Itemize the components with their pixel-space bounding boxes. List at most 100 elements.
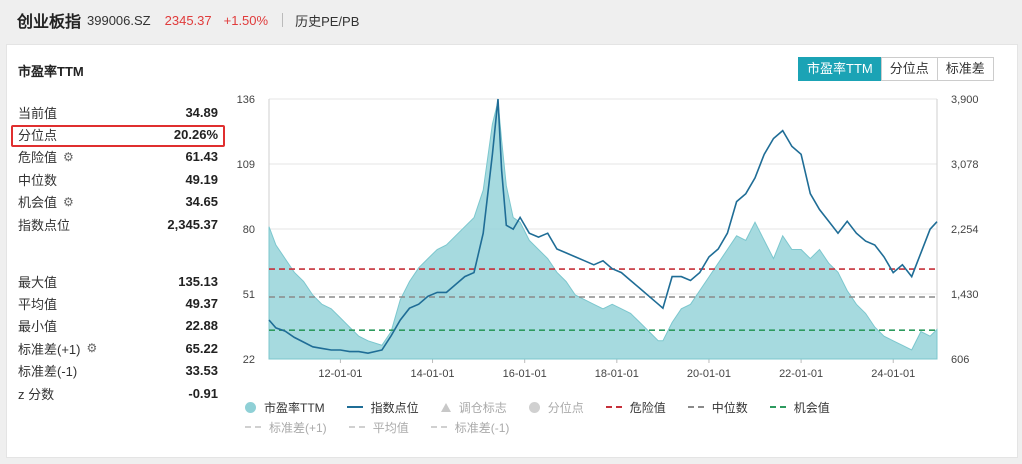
legend-label: 市盈率TTM <box>264 400 325 415</box>
stat-row: 机会值 ⚙ 34.65 <box>18 191 218 213</box>
pe-ttm-area <box>268 101 938 360</box>
gear-icon[interactable]: ⚙ <box>63 194 74 209</box>
y-right-tick-label: 1,430 <box>951 289 979 301</box>
stat-label: 平均值 <box>18 297 58 313</box>
stat-label: 最大值 <box>18 274 58 290</box>
stat-row: 当前值 34.89 <box>18 101 218 123</box>
tab-stddev[interactable]: 标准差 <box>936 57 994 81</box>
legend-item[interactable]: 分位点 <box>528 399 584 416</box>
y-right-tick-label: 2,254 <box>951 224 979 236</box>
stat-row: 最大值 135.13 <box>18 270 218 292</box>
header-bar: 创业板指 399006.SZ 2345.37 +1.50% 历史PE/PB <box>0 0 1022 40</box>
stat-value: 61.43 <box>185 149 218 165</box>
y-right-tick-label: 3,078 <box>951 159 979 171</box>
stat-row: 最小值 22.88 <box>18 315 218 337</box>
x-tick-label: 16-01-01 <box>503 368 547 380</box>
legend-label: 标准差(+1) <box>269 420 327 435</box>
stat-label: 机会值 <box>18 195 58 211</box>
stat-value: 135.13 <box>178 273 218 289</box>
legend-label: 指数点位 <box>370 400 419 415</box>
stat-label: 中位数 <box>18 172 58 188</box>
valuation-card: 市盈率TTM 市盈率TTM 分位点 标准差 当前值 34.89 分位点 20.2… <box>6 44 1018 458</box>
legend-item[interactable]: 指数点位 <box>346 399 419 416</box>
legend-swatch-dot <box>528 401 540 413</box>
legend-item[interactable]: 市盈率TTM <box>245 399 325 416</box>
stat-value: 49.37 <box>185 296 218 312</box>
gear-icon[interactable]: ⚙ <box>86 341 98 356</box>
stat-label: 当前值 <box>18 105 58 121</box>
legend-swatch-dash <box>245 426 261 428</box>
valuation-chart[interactable]: 136 3,900 109 3,078 80 2,254 51 1,430 22 606 12-01… <box>229 91 1009 391</box>
stat-label-wrap: 危险值 ⚙ <box>18 147 74 166</box>
stat-row: 分位点 20.26% <box>18 123 218 145</box>
index-level-line <box>268 98 938 355</box>
x-tick-label: 20-01-01 <box>687 368 731 380</box>
legend-label: 分位点 <box>547 400 584 415</box>
legend-swatch-dash <box>430 426 447 428</box>
stat-label: 标准差(-1) <box>18 364 78 380</box>
stat-row: 标准差(-1) 33.53 <box>18 360 218 382</box>
legend-swatch-dash <box>687 406 704 408</box>
legend-label: 危险值 <box>629 400 666 415</box>
legend-swatch-dot <box>245 401 256 413</box>
stat-row: z 分数 -0.91 <box>18 382 218 404</box>
stat-value: 33.53 <box>185 363 218 379</box>
card-title: 市盈率TTM <box>18 64 84 79</box>
stat-label: 分位点 <box>18 128 58 144</box>
legend-row: 市盈率TTM 指数点位 调仓标志 分位点 危险值 中位数 机会值 <box>245 397 1015 417</box>
index-change: +1.50% <box>223 12 269 28</box>
gear-icon[interactable]: ⚙ <box>63 149 74 164</box>
legend-label: 调仓标志 <box>458 400 507 415</box>
legend-item[interactable]: 调仓标志 <box>440 399 507 416</box>
percentile-highlight-box <box>11 125 225 147</box>
y-left-tick-label: 22 <box>243 354 255 366</box>
stat-label: z 分数 <box>18 386 55 402</box>
stat-value: 49.19 <box>185 171 218 187</box>
legend-item[interactable]: 危险值 <box>605 399 666 416</box>
stat-label-wrap: 机会值 ⚙ <box>18 192 74 211</box>
legend-item[interactable]: 机会值 <box>769 399 830 416</box>
header-divider <box>282 13 284 27</box>
legend-label: 标准差(-1) <box>454 420 510 435</box>
legend-item[interactable]: 平均值 <box>348 419 409 436</box>
x-tick-label: 14-01-01 <box>411 368 455 380</box>
legend-label: 中位数 <box>711 400 748 415</box>
stat-label: 标准差(+1) <box>18 341 81 357</box>
stat-row: 平均值 49.37 <box>18 292 218 314</box>
tab-percentile[interactable]: 分位点 <box>880 57 938 81</box>
legend-label: 平均值 <box>372 420 409 435</box>
stats-bottom: 最大值 135.13 平均值 49.37 最小值 22.88 标准差(+1) ⚙ … <box>18 270 218 404</box>
history-pe-pb-link[interactable]: 历史PE/PB <box>295 13 360 29</box>
y-right-tick-label: 3,900 <box>951 94 979 106</box>
legend-item[interactable]: 标准差(+1) <box>245 419 327 436</box>
stat-label-wrap: 标准差(+1) ⚙ <box>18 339 97 358</box>
stat-value: 65.22 <box>185 340 218 356</box>
chart-legend: 市盈率TTM 指数点位 调仓标志 分位点 危险值 中位数 机会值 标准差(+1) 平均值 标准差… <box>245 397 1015 437</box>
legend-swatch-dash <box>605 406 622 408</box>
y-left-tick-label: 136 <box>237 94 255 106</box>
y-left-tick-label: 109 <box>237 159 255 171</box>
x-tick-label: 18-01-01 <box>595 368 639 380</box>
stat-label: 指数点位 <box>18 217 71 233</box>
stat-value: 22.88 <box>185 318 218 334</box>
stat-value: 34.89 <box>185 104 218 120</box>
stat-row: 指数点位 2,345.37 <box>18 213 218 235</box>
legend-swatch-dash <box>348 426 365 428</box>
legend-item[interactable]: 中位数 <box>687 399 748 416</box>
stat-value: 34.65 <box>185 194 218 210</box>
x-tick-label: 24-01-01 <box>871 368 915 380</box>
tab-pe-ttm[interactable]: 市盈率TTM <box>798 57 882 81</box>
index-code: 399006.SZ <box>87 12 151 28</box>
legend-row: 标准差(+1) 平均值 标准差(-1) <box>245 417 1015 437</box>
legend-swatch-dash <box>769 406 786 408</box>
index-name: 创业板指 <box>17 14 82 31</box>
stat-row: 中位数 49.19 <box>18 168 218 190</box>
stat-value: 2,345.37 <box>167 216 218 232</box>
x-tick-label: 12-01-01 <box>318 368 362 380</box>
legend-swatch-line <box>346 406 363 408</box>
x-tick-label: 22-01-01 <box>779 368 823 380</box>
legend-item[interactable]: 标准差(-1) <box>430 419 510 436</box>
stat-row: 标准差(+1) ⚙ 65.22 <box>18 337 218 359</box>
index-price: 2345.37 <box>164 12 212 28</box>
stats-top: 当前值 34.89 分位点 20.26% 危险值 ⚙ 61.43 中位数 49.1… <box>18 101 218 235</box>
